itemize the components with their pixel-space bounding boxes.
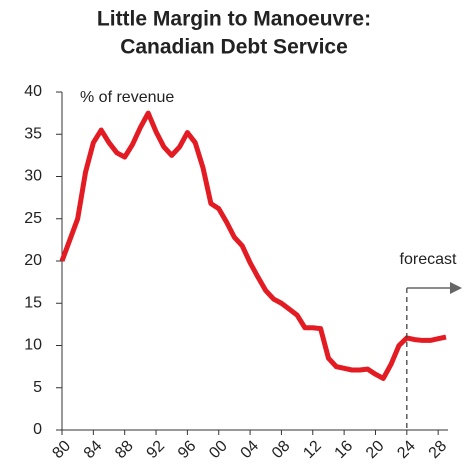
y-tick-label: 30 bbox=[24, 168, 42, 185]
x-tick-label: 24 bbox=[394, 437, 419, 462]
y-tick-label: 25 bbox=[24, 210, 42, 227]
x-tick-label: 80 bbox=[49, 437, 74, 462]
annotation: forecast bbox=[400, 251, 457, 268]
forecast-arrowhead bbox=[450, 282, 462, 294]
x-tick-label: 84 bbox=[81, 437, 106, 462]
x-tick-label: 12 bbox=[300, 437, 325, 462]
y-tick-label: 40 bbox=[24, 83, 42, 100]
x-tick-label: 92 bbox=[144, 437, 169, 462]
x-tick-label: 96 bbox=[175, 437, 200, 462]
x-tick-label: 28 bbox=[426, 437, 451, 462]
chart-title: Canadian Debt Service bbox=[120, 36, 348, 59]
y-tick-label: 0 bbox=[33, 421, 42, 438]
y-axis-label: % of revenue bbox=[80, 89, 174, 106]
y-tick-label: 35 bbox=[24, 125, 42, 142]
x-tick-label: 20 bbox=[363, 437, 388, 462]
y-tick-label: 20 bbox=[24, 252, 42, 269]
y-tick-label: 10 bbox=[24, 337, 42, 354]
y-tick-label: 5 bbox=[33, 379, 42, 396]
x-tick-label: 16 bbox=[332, 437, 357, 462]
x-tick-label: 00 bbox=[206, 437, 231, 462]
x-tick-label: 04 bbox=[238, 437, 263, 462]
x-tick-label: 88 bbox=[112, 437, 137, 462]
y-tick-label: 15 bbox=[24, 294, 42, 311]
x-tick-label: 08 bbox=[269, 437, 294, 462]
line bbox=[59, 110, 447, 381]
chart-title: Little Margin to Manoeuvre: bbox=[97, 8, 371, 31]
